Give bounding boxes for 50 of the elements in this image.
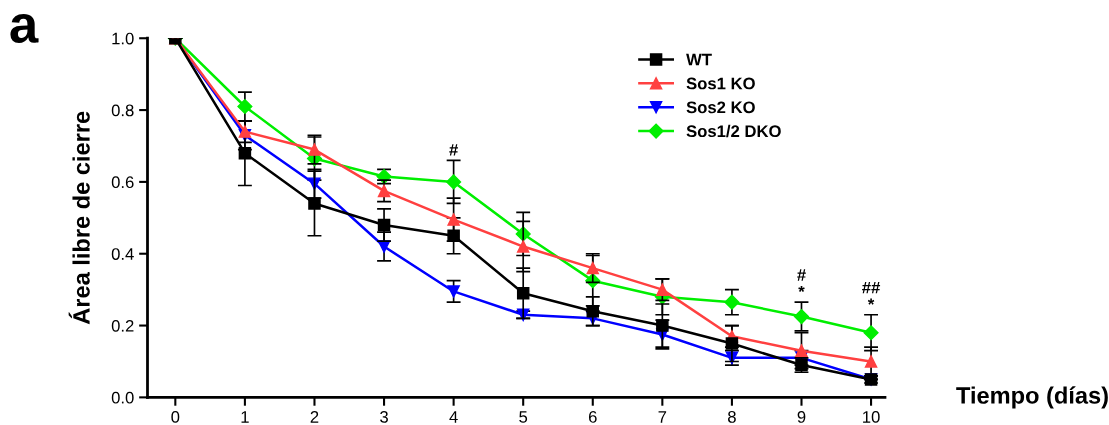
x-tick-label: 7 xyxy=(658,411,667,423)
legend-label: Sos1 KO xyxy=(686,77,755,90)
point xyxy=(377,218,391,232)
annotation: * xyxy=(798,285,805,293)
point xyxy=(656,319,669,332)
point xyxy=(446,174,462,190)
annotation: ## xyxy=(862,281,881,294)
point xyxy=(447,213,460,226)
legend-label: WT xyxy=(686,53,712,66)
y-tick-label: 0.2 xyxy=(111,319,134,332)
x-tick-label: 5 xyxy=(519,411,528,423)
y-tick-label: 0.6 xyxy=(111,176,134,189)
annotation: # xyxy=(797,269,806,281)
point xyxy=(795,344,808,357)
point xyxy=(447,285,460,298)
point xyxy=(238,125,252,138)
point xyxy=(516,286,530,300)
point xyxy=(516,240,530,253)
point xyxy=(447,229,460,243)
x-tick-label: 3 xyxy=(380,411,388,423)
x-axis-title: Tiempo (días) xyxy=(956,386,1108,409)
x-tick-label: 6 xyxy=(588,411,597,423)
point xyxy=(308,143,321,156)
point xyxy=(586,261,600,275)
legend-label: Sos2 KO xyxy=(686,101,755,114)
point xyxy=(238,146,252,160)
x-tick-label: 2 xyxy=(310,411,319,423)
point xyxy=(725,337,739,350)
x-tick-label: 8 xyxy=(728,411,736,423)
y-axis-title: Área libre de cierre xyxy=(68,111,90,325)
legend-label: Sos1/2 DKO xyxy=(686,124,781,138)
x-tick-label: 4 xyxy=(449,411,458,423)
y-tick-label: 0.0 xyxy=(111,391,134,404)
x-tick-label: 9 xyxy=(797,411,806,423)
point xyxy=(864,355,878,368)
y-tick-label: 0.8 xyxy=(111,104,134,117)
point xyxy=(237,98,253,115)
annotation: # xyxy=(449,144,458,156)
y-tick-label: 1.0 xyxy=(112,32,134,45)
y-tick-label: 0.4 xyxy=(111,248,134,260)
x-tick-label: 0 xyxy=(171,411,180,423)
point xyxy=(724,294,740,310)
point xyxy=(793,309,810,325)
point xyxy=(308,197,321,210)
point xyxy=(656,283,669,296)
x-tick-label: 1 xyxy=(241,411,249,423)
text: a xyxy=(10,14,39,44)
x-tick-label: 10 xyxy=(863,411,880,423)
point xyxy=(863,325,879,341)
annotation: * xyxy=(867,298,875,305)
